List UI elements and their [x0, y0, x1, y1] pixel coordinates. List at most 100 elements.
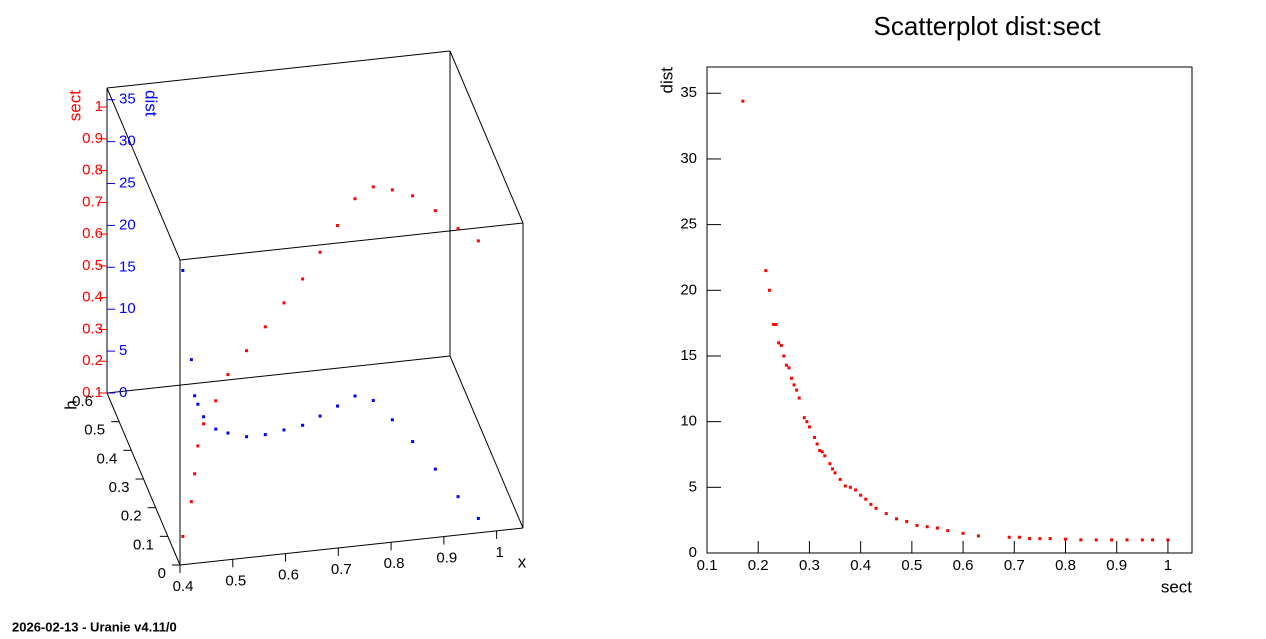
z-tick-label: 0.9: [82, 130, 103, 147]
point: [946, 529, 950, 533]
x-tick-label: 0.7: [331, 561, 352, 578]
z-tick-label: 0.1: [82, 384, 103, 401]
point: [390, 418, 394, 422]
point: [818, 449, 822, 453]
z-tick-label: 0.5: [82, 257, 103, 274]
point: [353, 197, 357, 201]
point: [976, 534, 980, 538]
point: [318, 250, 322, 254]
z-tick-label: 0.4: [82, 289, 103, 306]
point: [181, 268, 185, 272]
h-axis-label: h: [61, 400, 80, 409]
point: [784, 363, 788, 367]
y-axis-label: dist: [657, 67, 676, 94]
x-tick-label: 0.9: [1106, 557, 1127, 574]
point: [214, 427, 218, 431]
point: [820, 450, 824, 454]
point: [828, 462, 832, 466]
z-tick-label: 0.6: [82, 225, 103, 242]
point: [1125, 538, 1129, 542]
point: [476, 516, 480, 520]
point: [864, 497, 868, 501]
point: [456, 227, 460, 231]
point: [935, 526, 939, 530]
x-tick-label: 0.5: [901, 557, 922, 574]
h-tick-label: 0: [158, 565, 166, 582]
point: [894, 517, 898, 521]
point: [282, 428, 286, 432]
h-tick-label: 0.6: [72, 393, 93, 410]
z-tick-label: 0.3: [82, 320, 103, 337]
x-tick-label: 0.4: [850, 557, 871, 574]
x-tick-label: 0.8: [384, 555, 405, 572]
point: [925, 525, 929, 529]
point: [874, 506, 878, 510]
x-tick-label: 1: [1164, 557, 1172, 574]
point: [767, 288, 771, 292]
x-tick-label: 0.8: [1055, 557, 1076, 574]
point: [353, 394, 357, 398]
point: [915, 523, 919, 527]
x-tick-label: 0.5: [225, 572, 246, 589]
h-tick-label: 0.5: [84, 422, 105, 439]
box-edge: [179, 527, 524, 566]
point: [301, 423, 305, 427]
point: [202, 415, 206, 419]
y-tick-label: 30: [680, 150, 697, 167]
point: [823, 454, 827, 458]
point: [189, 500, 193, 504]
point: [1028, 537, 1032, 541]
point: [263, 325, 267, 329]
point: [859, 493, 863, 497]
point: [905, 519, 909, 523]
point: [833, 471, 837, 475]
point: [196, 402, 200, 406]
point: [1007, 535, 1011, 539]
box-edge: [179, 222, 524, 261]
point: [790, 376, 794, 380]
y-tick-label: 35: [680, 84, 697, 101]
point: [301, 277, 305, 281]
x-tick-label: 0.6: [278, 567, 299, 584]
point: [336, 404, 340, 408]
point: [1140, 538, 1144, 542]
h-tick-label: 0.4: [96, 450, 117, 467]
point: [802, 416, 806, 420]
z-tick-label: 25: [119, 174, 136, 191]
point: [189, 358, 193, 362]
point: [772, 322, 776, 326]
x-tick-label: 0.7: [1004, 557, 1025, 574]
point: [807, 425, 811, 429]
point: [226, 431, 230, 435]
point: [777, 341, 781, 345]
box-edge: [106, 50, 451, 89]
z-tick-label: 0.7: [82, 193, 103, 210]
z-tick-label: 10: [119, 300, 136, 317]
point: [1166, 538, 1170, 542]
point: [411, 440, 415, 444]
x-tick-label: 0.1: [697, 557, 718, 574]
z-tick-label: 5: [119, 342, 127, 359]
y-tick-label: 25: [680, 216, 697, 233]
point: [782, 354, 786, 358]
y-tick-label: 5: [689, 478, 697, 495]
point: [854, 488, 858, 492]
point: [774, 322, 778, 326]
point: [433, 209, 437, 213]
point: [741, 99, 745, 103]
x-tick-label: 0.3: [799, 557, 820, 574]
z-tick-label: 0.2: [82, 352, 103, 369]
point: [1151, 538, 1155, 542]
point: [787, 366, 791, 370]
point: [805, 420, 809, 424]
point: [792, 383, 796, 387]
h-tick-label: 0.3: [109, 479, 130, 496]
point: [1079, 538, 1083, 542]
x-tick-label: 0.9: [436, 550, 457, 567]
point: [1110, 538, 1114, 542]
point: [813, 435, 817, 439]
point: [1017, 535, 1021, 539]
point: [1048, 537, 1052, 541]
point: [193, 394, 197, 398]
